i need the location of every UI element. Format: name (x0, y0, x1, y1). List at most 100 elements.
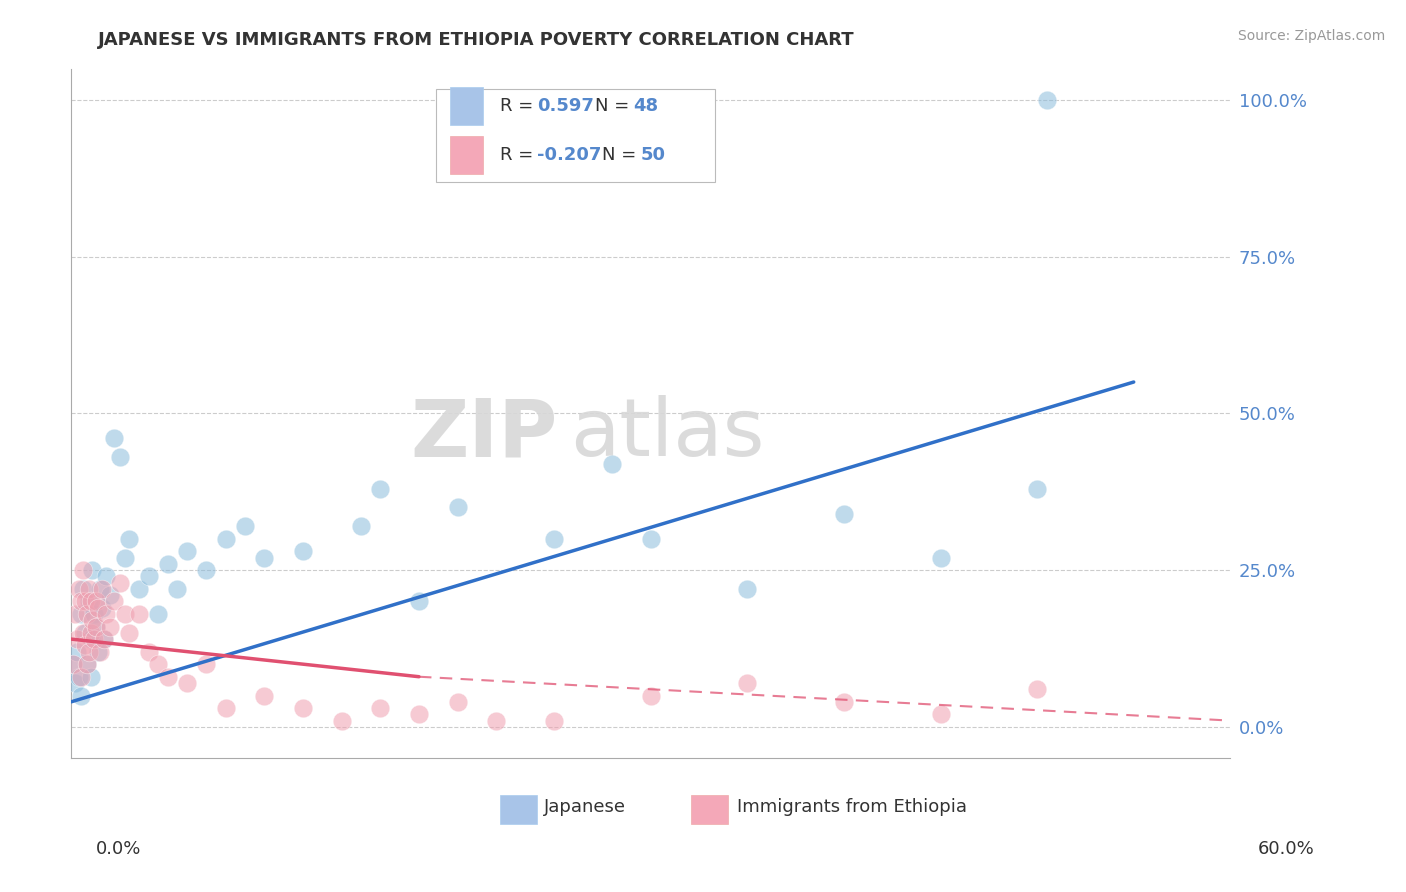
Point (87, 600, 110, 615)
Point (446, 695, 468, 709)
Point (77, 594, 100, 608)
Point (114, 550, 136, 565)
Point (79, 625, 101, 640)
Point (330, 714, 353, 728)
Point (446, 500, 468, 515)
Point (62, 657, 84, 672)
Text: Source: ZipAtlas.com: Source: ZipAtlas.com (1237, 29, 1385, 43)
Point (66, 632, 89, 646)
Point (67, 582, 90, 596)
Text: Immigrants from Ethiopia: Immigrants from Ethiopia (737, 797, 966, 815)
Point (103, 432, 125, 446)
Point (62, 657, 84, 672)
Point (1026, 682, 1049, 697)
Text: JAPANESE VS IMMIGRANTS FROM ETHIOPIA POVERTY CORRELATION CHART: JAPANESE VS IMMIGRANTS FROM ETHIOPIA POV… (98, 31, 855, 49)
Text: N =: N = (595, 97, 636, 115)
Bar (450, 136, 482, 174)
Point (156, 670, 179, 684)
Point (79, 632, 101, 646)
Point (98, 588, 121, 602)
Text: Japanese: Japanese (544, 797, 626, 815)
Point (79, 670, 101, 684)
Point (86, 619, 108, 633)
Text: 50: 50 (640, 145, 665, 164)
Point (76, 657, 98, 672)
Point (737, 676, 759, 690)
Point (108, 450, 131, 465)
Point (929, 550, 952, 565)
Point (94, 607, 117, 621)
Point (166, 582, 188, 596)
Point (370, 701, 392, 715)
Point (408, 594, 430, 608)
Point (70, 594, 93, 608)
Point (128, 582, 150, 596)
Point (91, 600, 114, 615)
Point (292, 544, 315, 558)
Bar (450, 87, 482, 126)
Point (832, 507, 855, 521)
Point (138, 645, 160, 659)
Point (156, 557, 179, 571)
Point (72, 563, 94, 577)
Text: ZIP: ZIP (411, 395, 558, 473)
Point (146, 657, 169, 672)
Point (253, 550, 276, 565)
Point (485, 714, 508, 728)
Point (73, 639, 96, 653)
Point (737, 582, 759, 596)
Point (640, 532, 662, 546)
Point (63, 676, 86, 690)
Bar (692, 795, 728, 823)
Point (176, 544, 198, 558)
Point (86, 619, 108, 633)
Point (77, 645, 100, 659)
Point (543, 532, 565, 546)
Point (215, 701, 238, 715)
Point (63, 607, 86, 621)
Text: R =: R = (501, 97, 538, 115)
Point (86, 594, 108, 608)
Point (832, 695, 855, 709)
Point (98, 619, 121, 633)
Point (83, 607, 105, 621)
Point (128, 607, 150, 621)
Text: 60.0%: 60.0% (1258, 840, 1315, 858)
FancyBboxPatch shape (436, 89, 714, 182)
Point (118, 532, 141, 546)
Point (82, 563, 104, 577)
Point (70, 607, 93, 621)
Text: -0.207: -0.207 (537, 145, 602, 164)
Point (93, 632, 115, 646)
Bar (501, 795, 537, 823)
Point (83, 632, 105, 646)
Point (77, 582, 100, 596)
Point (543, 714, 565, 728)
Point (929, 707, 952, 722)
Point (93, 632, 115, 646)
Point (600, 457, 623, 471)
Text: 48: 48 (633, 97, 658, 115)
Point (1036, 93, 1059, 107)
Point (73, 594, 96, 608)
Point (195, 563, 218, 577)
Point (66, 645, 89, 659)
Text: R =: R = (501, 145, 538, 164)
Point (138, 569, 160, 583)
Point (94, 569, 117, 583)
Point (292, 701, 315, 715)
Text: 0.597: 0.597 (537, 97, 595, 115)
Point (76, 607, 98, 621)
Point (146, 607, 169, 621)
Point (70, 689, 93, 703)
Point (72, 625, 94, 640)
Point (67, 670, 90, 684)
Point (87, 645, 110, 659)
Text: 0.0%: 0.0% (96, 840, 141, 858)
Point (108, 575, 131, 590)
Point (72, 582, 94, 596)
Point (79, 594, 101, 608)
Point (73, 625, 96, 640)
Point (408, 707, 430, 722)
Point (350, 519, 373, 533)
